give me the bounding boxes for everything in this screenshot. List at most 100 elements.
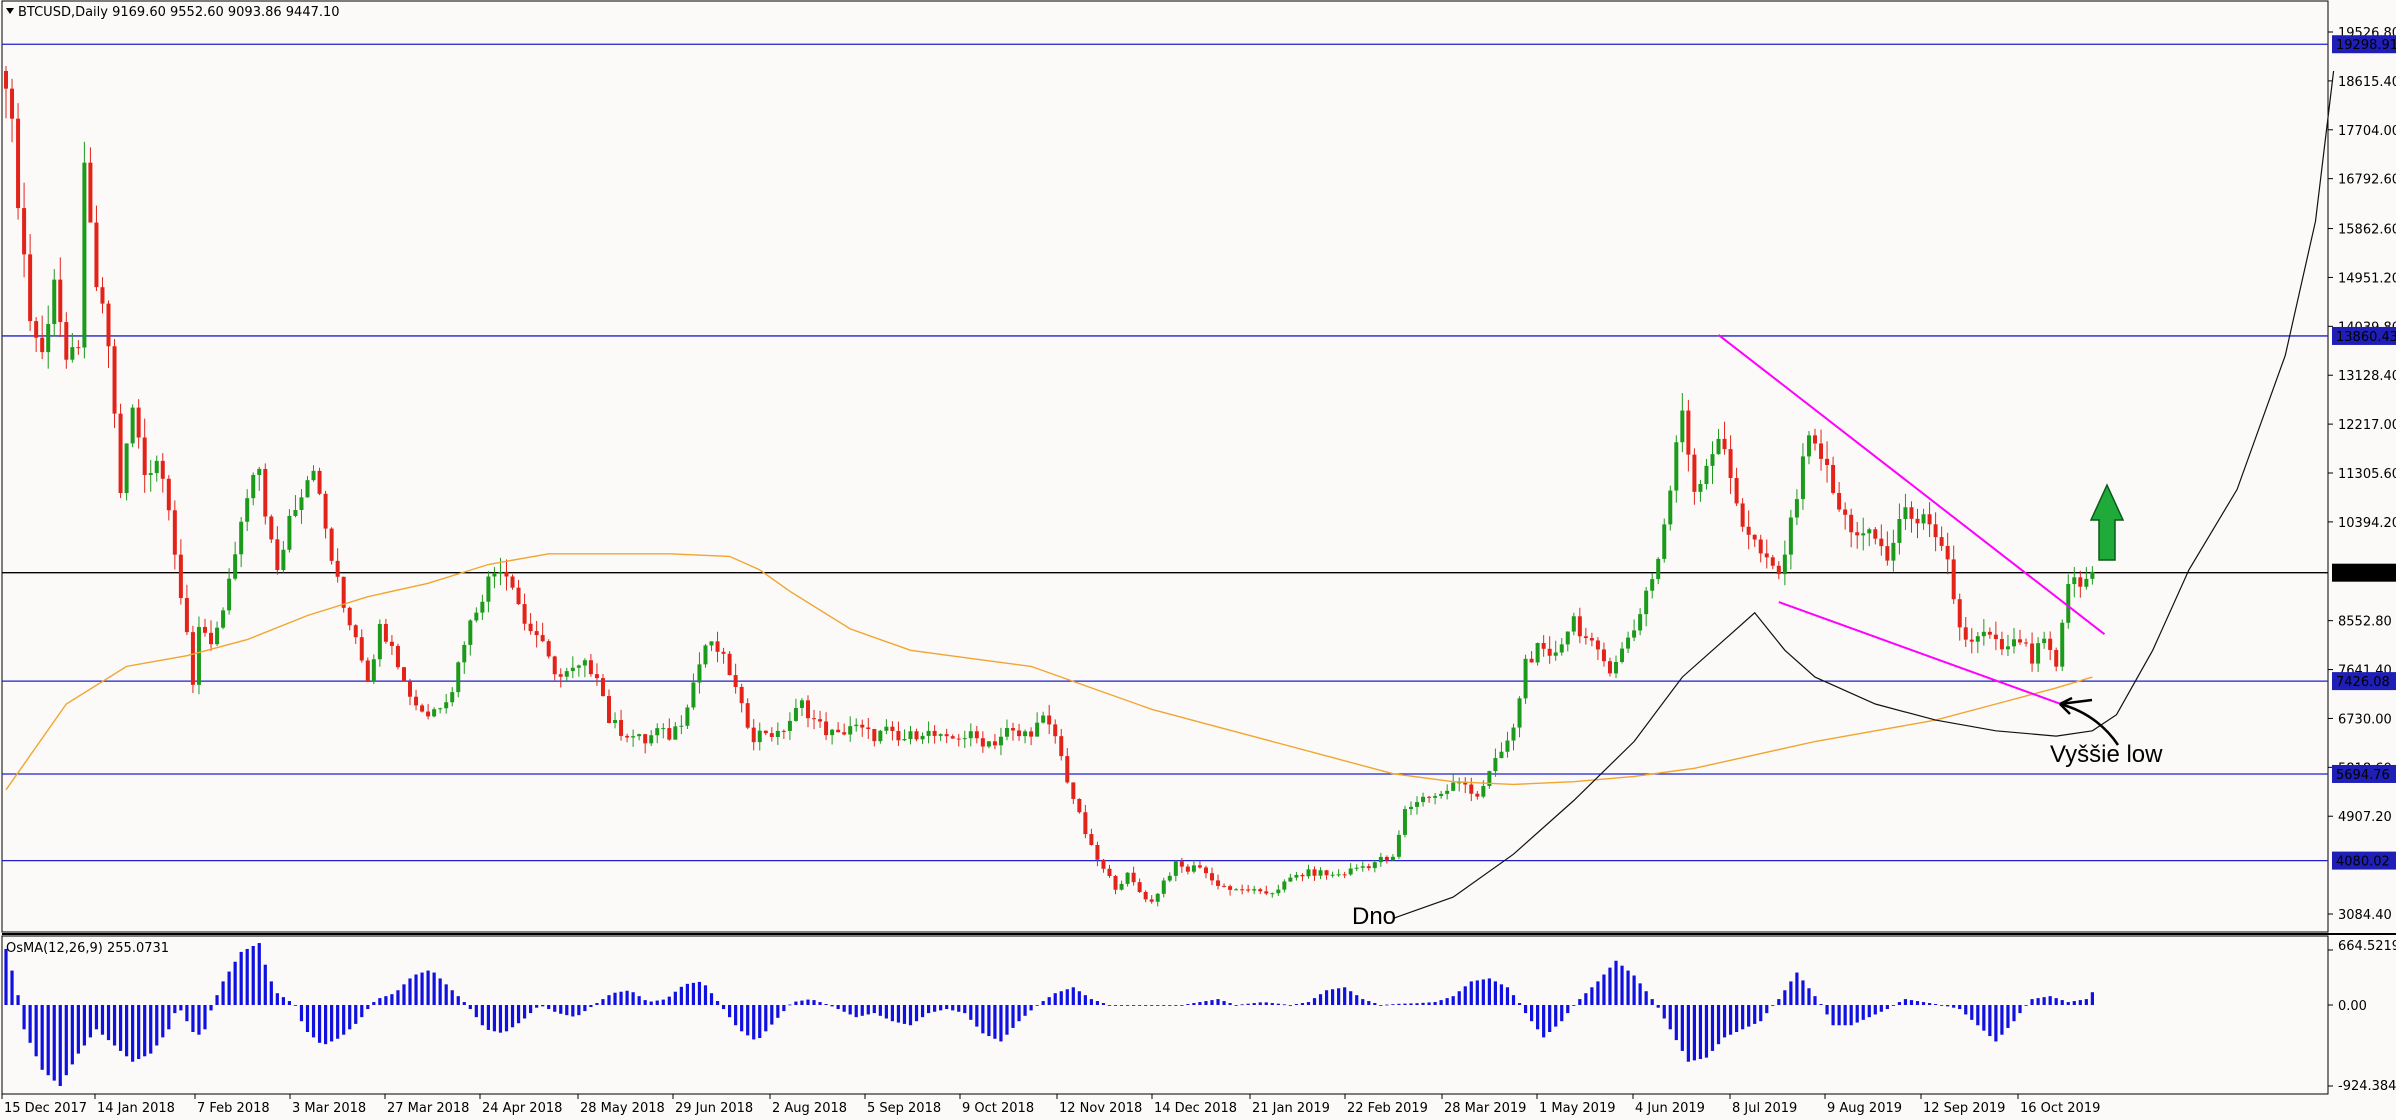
osma-bar	[1578, 999, 1582, 1005]
osma-bar	[1861, 1005, 1865, 1020]
osma-bar	[1234, 1005, 1238, 1006]
osma-bar	[1475, 980, 1479, 1005]
osma-bar	[1186, 1004, 1190, 1005]
osma-bar	[1385, 1004, 1389, 1006]
candle-body	[1053, 724, 1058, 737]
candle-body	[818, 719, 823, 722]
price-tick-label: 3084.40	[2338, 908, 2392, 923]
candle-body	[1378, 856, 1383, 863]
candle-body	[1752, 534, 1757, 540]
candle-body	[649, 735, 654, 744]
osma-bar	[601, 999, 605, 1005]
candle-body	[1535, 643, 1540, 663]
candle-body	[715, 641, 720, 652]
candle-body	[432, 709, 437, 717]
price-tick-label: 17704.00	[2338, 124, 2396, 139]
osma-bar	[1946, 1005, 1950, 1007]
candle-body	[787, 720, 792, 731]
candle-body	[136, 407, 141, 438]
candle-body	[1173, 861, 1178, 876]
osma-bar	[2090, 992, 2094, 1005]
osma-bar	[1216, 999, 1220, 1005]
osma-bar	[1011, 1005, 1015, 1028]
candle-body	[1342, 874, 1347, 876]
candle-body	[824, 721, 829, 736]
osma-bar	[607, 995, 611, 1005]
candle-body	[233, 554, 238, 579]
osma-bar	[1536, 1005, 1540, 1030]
osma-bar	[444, 984, 448, 1005]
candle-body	[1879, 538, 1884, 547]
osma-bar	[776, 1005, 780, 1018]
osma-bar	[1065, 989, 1069, 1005]
candle-body	[359, 637, 364, 661]
candle-body	[1300, 874, 1305, 877]
candle-body	[1595, 640, 1600, 650]
candle-body	[1662, 524, 1667, 559]
candle-body	[1179, 861, 1184, 867]
osma-bar	[281, 997, 285, 1005]
candle-body	[1861, 533, 1866, 536]
date-tick-label: 2 Aug 2018	[772, 1101, 847, 1116]
osma-bar	[504, 1005, 509, 1032]
price-tick-label: 16792.60	[2338, 173, 2396, 188]
osma-bar	[16, 995, 20, 1005]
osma-bar	[740, 1005, 744, 1032]
osma-bar	[752, 1005, 756, 1040]
candle-body	[848, 726, 853, 735]
osma-bar	[920, 1005, 925, 1018]
candle-body	[1987, 631, 1992, 635]
osma-bar	[649, 1001, 653, 1005]
candle-body	[1445, 790, 1450, 794]
candle-body	[130, 407, 135, 444]
osma-bar	[673, 991, 677, 1005]
osma-bar	[613, 992, 617, 1005]
osma-bar	[788, 1004, 792, 1006]
candle-body	[986, 741, 991, 747]
osma-bar	[1276, 1003, 1280, 1005]
osma-bar	[1964, 1005, 1968, 1015]
candle-body	[474, 612, 479, 621]
osma-bar	[987, 1005, 991, 1037]
candle-body	[564, 671, 569, 677]
osma-bar	[1288, 1005, 1292, 1006]
osma-bar	[999, 1005, 1003, 1042]
candle-body	[2011, 639, 2016, 647]
date-tick-label: 1 May 2019	[1539, 1101, 1616, 1116]
osma-bar	[2012, 1005, 2016, 1022]
osma-bar	[137, 1005, 141, 1059]
candle-body	[727, 653, 732, 676]
collapse-triangle-icon[interactable]	[6, 8, 14, 14]
osma-bar	[1789, 981, 1793, 1005]
date-tick-label: 3 Mar 2018	[292, 1101, 366, 1116]
osma-bar	[1759, 1005, 1763, 1022]
osma-bar	[1367, 1001, 1371, 1005]
candle-body	[1951, 559, 1956, 600]
candle-body	[1071, 782, 1076, 799]
candle-body	[2005, 646, 2010, 650]
candle-body	[902, 739, 907, 741]
osma-bar	[625, 990, 629, 1005]
osma-bar	[1994, 1005, 1998, 1042]
candle-body	[673, 726, 678, 740]
osma-bar	[1138, 1005, 1142, 1006]
osma-bar	[1867, 1005, 1871, 1018]
candle-body	[1758, 539, 1763, 554]
osma-bar	[1445, 998, 1449, 1005]
osma-bar	[691, 982, 696, 1005]
osma-bar	[715, 1001, 720, 1005]
osma-bar	[1270, 1003, 1274, 1005]
candle-body	[2042, 638, 2047, 644]
osma-bar	[1355, 995, 1359, 1005]
candle-body	[10, 88, 15, 119]
level-badge	[2332, 563, 2396, 582]
osma-bar	[1439, 1000, 1443, 1005]
candle-body	[1650, 579, 1655, 591]
osma-bar	[1246, 1003, 1250, 1005]
candle-body	[1734, 477, 1739, 504]
candle-body	[1565, 631, 1570, 645]
candle-body	[1408, 806, 1413, 810]
candle-body	[1191, 865, 1196, 872]
